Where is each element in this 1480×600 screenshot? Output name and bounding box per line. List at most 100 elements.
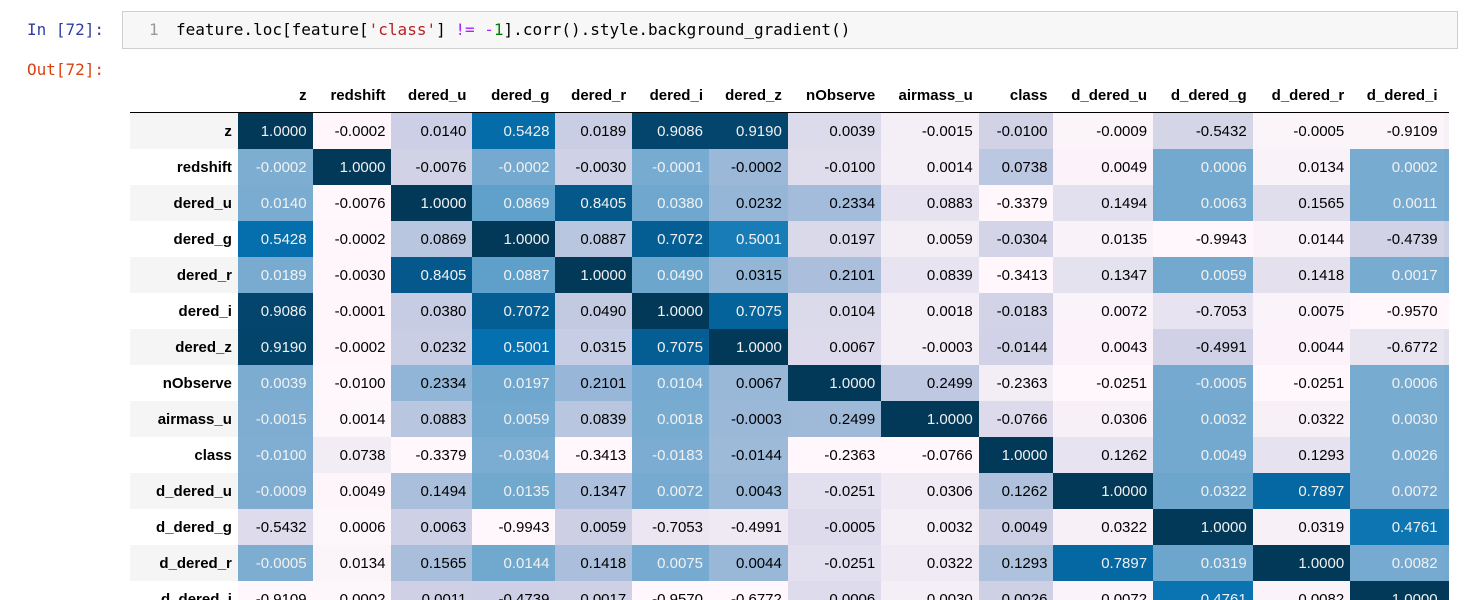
table-cell: 0.9086 bbox=[237, 293, 313, 329]
table-cell: 0.0380 bbox=[391, 293, 473, 329]
table-cell: 0.1494 bbox=[391, 473, 473, 509]
table-cell: 0.0306 bbox=[1053, 401, 1154, 437]
table-cell: -0.9109 bbox=[237, 581, 313, 600]
table-cell: 1.0000 bbox=[555, 257, 633, 293]
table-cell: 0.0887 bbox=[555, 221, 633, 257]
code-cell[interactable]: 1 feature.loc[feature['class'] != -1].co… bbox=[122, 11, 1458, 49]
output-prompt: Out[72]: bbox=[27, 60, 105, 79]
table-row: nObserve 0.0039 -0.0100 0.2334 0.0197 0.2101 0… bbox=[130, 365, 1449, 401]
table-cell: -0.0005 bbox=[1153, 365, 1253, 401]
table-cell: 0.0017 bbox=[555, 581, 633, 600]
correlation-table: z redshift dered_u dered_g dered_r dered_i der… bbox=[130, 78, 1449, 600]
table-cell: 0.0049 bbox=[978, 509, 1054, 545]
table-cell: 1.0000 bbox=[391, 185, 473, 221]
table-cell: -0.0009 bbox=[1053, 112, 1154, 149]
table-cell: 0.2101 bbox=[787, 257, 882, 293]
code-token: != bbox=[455, 20, 475, 39]
table-cell: -0.0304 bbox=[472, 437, 556, 473]
row-index: d_dered_g bbox=[156, 518, 232, 536]
table-cell: -0.0183 bbox=[632, 437, 709, 473]
table-cell: 0.0189 bbox=[555, 112, 633, 149]
row-index: d_dered_i bbox=[161, 590, 232, 600]
table-cell: 0.0 bbox=[1443, 473, 1449, 509]
table-cell: 0.0082 bbox=[1252, 581, 1351, 600]
table-cell: -0.0002 bbox=[472, 149, 556, 185]
table-cell: -0.0766 bbox=[881, 437, 979, 473]
table-cell: 0.0319 bbox=[1252, 509, 1351, 545]
column-header: airmass_u bbox=[881, 78, 979, 113]
row-index: d_dered_r bbox=[130, 545, 238, 581]
column-header: z bbox=[237, 78, 313, 113]
table-cell: 0.0017 bbox=[1350, 257, 1444, 293]
table-cell: 0.0104 bbox=[787, 293, 882, 329]
table-cell: -0.0001 bbox=[632, 149, 709, 185]
table-cell: -0.7053 bbox=[632, 509, 709, 545]
table-cell: 0.1418 bbox=[555, 545, 633, 581]
table-cell: 0.0869 bbox=[472, 185, 556, 221]
table-cell: 0.9086 bbox=[632, 112, 709, 149]
table-cell: 0.0322 bbox=[1252, 401, 1351, 437]
table-cell: -0.0251 bbox=[1252, 365, 1351, 401]
table-cell: -0.0003 bbox=[881, 329, 979, 365]
table-cell: 1.0000 bbox=[472, 221, 556, 257]
table-cell: 0.0049 bbox=[312, 473, 392, 509]
table-cell: 0.0006 bbox=[787, 581, 882, 600]
table-cell: -0.4 bbox=[1443, 221, 1449, 257]
table-row: d_dered_u -0.0009 0.0049 0.1494 0.0135 0.1347… bbox=[130, 473, 1449, 509]
table-cell: 0.0043 bbox=[708, 473, 788, 509]
table-cell: -0.2363 bbox=[978, 365, 1054, 401]
table-cell: 0.0883 bbox=[881, 185, 979, 221]
line-number: 1 bbox=[149, 20, 159, 39]
table-cell: 0.0306 bbox=[881, 473, 979, 509]
row-index: dered_z bbox=[130, 329, 238, 365]
table-cell: 0.9190 bbox=[708, 112, 788, 149]
table-cell: 0.0869 bbox=[391, 221, 473, 257]
code-token: 1 bbox=[493, 20, 504, 39]
table-cell: 0.0059 bbox=[555, 509, 633, 545]
row-index: dered_r bbox=[130, 257, 238, 293]
table-cell: -0.4991 bbox=[708, 509, 788, 545]
table-cell: -0.5432 bbox=[1153, 112, 1253, 149]
table-cell: -0.6772 bbox=[708, 581, 788, 600]
table-cell: 0.7075 bbox=[632, 329, 709, 365]
table-cell: 1.0000 bbox=[632, 293, 709, 329]
table-cell: -0.7053 bbox=[1153, 293, 1253, 329]
column-header: d_dere bbox=[1443, 78, 1449, 113]
table-cell: -0.0076 bbox=[312, 185, 392, 221]
table-cell: 0.2334 bbox=[391, 365, 473, 401]
table-cell: 0.0839 bbox=[881, 257, 979, 293]
table-cell: -0.0100 bbox=[787, 149, 882, 185]
table-cell: -0.0100 bbox=[978, 112, 1054, 149]
table-cell: -0.0001 bbox=[312, 293, 392, 329]
table-cell: 0.0319 bbox=[1153, 545, 1253, 581]
table-row: d_dered_r -0.0005 0.0134 0.1565 0.0144 0.1418… bbox=[130, 545, 1449, 581]
table-cell: 0.0006 bbox=[1153, 149, 1253, 185]
table-cell: 0.0049 bbox=[1053, 149, 1154, 185]
table-cell: 0.0232 bbox=[708, 185, 788, 221]
column-header: d_dered_u bbox=[1053, 78, 1154, 113]
table-cell: 1.0000 bbox=[1053, 473, 1154, 509]
table-cell: -0.0076 bbox=[391, 149, 473, 185]
table-cell: 0.2101 bbox=[555, 365, 633, 401]
table-cell: 0.0315 bbox=[708, 257, 788, 293]
table-cell: 0.0144 bbox=[472, 545, 556, 581]
table-cell: 0.8405 bbox=[391, 257, 473, 293]
table-cell: -0.3413 bbox=[555, 437, 633, 473]
table-cell: -0.4739 bbox=[1350, 221, 1444, 257]
table-cell: 0.0063 bbox=[391, 509, 473, 545]
table-cell: -0.0183 bbox=[978, 293, 1054, 329]
corner bbox=[130, 78, 238, 113]
table-cell: -0.9109 bbox=[1350, 112, 1444, 149]
table-cell: -0.3379 bbox=[978, 185, 1054, 221]
table-cell: 1.0000 bbox=[787, 365, 882, 401]
table-cell: 0.7897 bbox=[1053, 545, 1154, 581]
table-cell: 0.7072 bbox=[632, 221, 709, 257]
table-cell: 0.5428 bbox=[237, 221, 313, 257]
table-cell: -0.0766 bbox=[978, 401, 1054, 437]
table-cell: 0.0738 bbox=[978, 149, 1054, 185]
table-cell: -0.9943 bbox=[1153, 221, 1253, 257]
table-cell: 0.0043 bbox=[1053, 329, 1154, 365]
table-cell: 0.9190 bbox=[237, 329, 313, 365]
table-cell: 0.0232 bbox=[391, 329, 473, 365]
table-cell: -0.0005 bbox=[787, 509, 882, 545]
